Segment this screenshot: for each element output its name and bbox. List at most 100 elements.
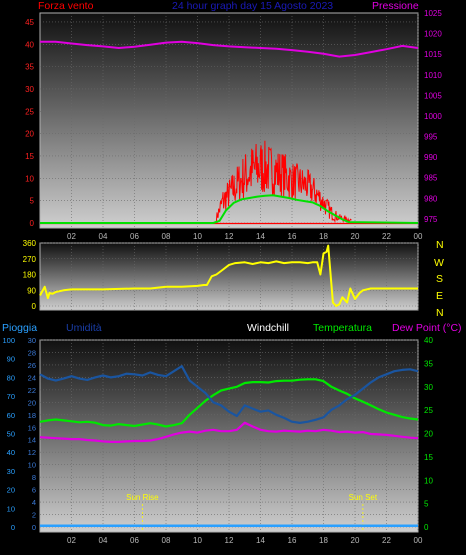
humidity-tick-label: 30 (28, 336, 36, 345)
rain-axis-label: Pioggia (2, 322, 37, 334)
pressure-line (40, 40, 419, 58)
wind-average-line (40, 194, 419, 224)
temperature-tick-label: 15 (424, 453, 433, 462)
x-tick-label: 18 (319, 232, 328, 241)
pressure-tick-label: 975 (424, 215, 438, 224)
humidity-axis-label: Umidità (66, 322, 102, 334)
rain-tick-label: 10 (7, 504, 15, 513)
windchill-label: Windchill (247, 322, 289, 334)
rain-tick-label: 80 (7, 373, 15, 382)
humidity-tick-label: 18 (28, 411, 36, 420)
wind-speed-tick-label: 30 (25, 85, 34, 94)
x-tick-label: 14 (256, 232, 265, 241)
wind-speed-tick-label: 10 (25, 174, 34, 183)
temperature-tick-label: 0 (424, 523, 429, 532)
wind-speed-axis-label: Forza vento (38, 0, 94, 12)
x-tick-label: 12 (225, 232, 234, 241)
pressure-tick-label: 1010 (424, 71, 442, 80)
x-tick-label: 14 (256, 536, 265, 545)
temperature-tick-label: 35 (424, 359, 433, 368)
rain-tick-label: 90 (7, 355, 15, 364)
pressure-tick-label: 990 (424, 153, 438, 162)
pressure-tick-label: 1000 (424, 112, 442, 121)
x-tick-label: 02 (67, 536, 76, 545)
x-tick-label: 08 (162, 232, 171, 241)
pressure-tick-label: 1005 (424, 91, 442, 100)
rain-tick-label: 0 (11, 523, 15, 532)
pressure-tick-label: 1025 (424, 9, 442, 18)
x-tick-label: 20 (351, 232, 360, 241)
humidity-tick-label: 6 (32, 486, 36, 495)
x-tick-label: 22 (382, 536, 391, 545)
rain-tick-label: 40 (7, 448, 15, 457)
temperature-label: Temperatura (313, 322, 372, 334)
x-tick-label: 16 (288, 232, 297, 241)
humidity-tick-label: 20 (28, 398, 36, 407)
dew-point-line (39, 421, 419, 443)
temperature-tick-label: 25 (424, 406, 433, 415)
humidity-tick-label: 26 (28, 361, 36, 370)
wind-speed-tick-label: 20 (25, 130, 34, 139)
direction-tick-label: 180 (23, 271, 37, 280)
compass-s: S (436, 273, 443, 285)
wind-speed-tick-label: 5 (30, 197, 35, 206)
rain-tick-label: 60 (7, 411, 15, 420)
direction-tick-label: 0 (32, 302, 37, 311)
compass-labels: N W S E N (434, 239, 444, 319)
humidity-tick-label: 0 (32, 523, 36, 532)
wind-speed-tick-label: 0 (30, 219, 35, 228)
x-tick-label: 00 (414, 536, 423, 545)
temperature-tick-label: 20 (424, 430, 433, 439)
compass-e: E (436, 290, 443, 302)
humidity-tick-label: 12 (28, 448, 36, 457)
temperature-tick-label: 30 (424, 383, 433, 392)
wind-speed-tick-label: 45 (25, 18, 34, 27)
x-tick-label: 12 (225, 536, 234, 545)
compass-n-bottom: N (436, 307, 444, 319)
pressure-tick-label: 1020 (424, 30, 442, 39)
humidity-tick-label: 16 (28, 423, 36, 432)
direction-tick-label: 360 (23, 239, 37, 248)
x-tick-label: 22 (382, 232, 391, 241)
humidity-tick-label: 8 (32, 473, 36, 482)
direction-tick-label: 90 (27, 286, 36, 295)
x-tick-label: 18 (319, 536, 328, 545)
wind-speed-tick-label: 40 (25, 40, 34, 49)
dewpoint-label: Dew Point (°C) (392, 322, 462, 334)
chart-title: 24 hour graph day 15 Agosto 2023 (172, 0, 333, 12)
wind-speed-tick-label: 35 (25, 63, 34, 72)
compass-w: W (434, 257, 444, 269)
compass-n-top: N (436, 239, 444, 251)
humidity-tick-label: 28 (28, 348, 36, 357)
pressure-axis-label: Pressione (372, 0, 419, 12)
humidity-tick-label: 2 (32, 511, 36, 520)
x-tick-label: 06 (130, 536, 139, 545)
x-tick-label: 02 (67, 232, 76, 241)
wind-gust-line (215, 140, 352, 224)
humidity-tick-label: 14 (28, 436, 36, 445)
rain-tick-label: 70 (7, 392, 15, 401)
humidity-tick-label: 10 (28, 461, 36, 470)
humidity-tick-label: 22 (28, 386, 36, 395)
temperature-tick-label: 5 (424, 500, 429, 509)
rain-tick-label: 100 (2, 336, 15, 345)
humidity-line (39, 365, 419, 424)
sun-event-label: Sun Rise (126, 493, 159, 502)
humidity-tick-label: 4 (32, 498, 36, 507)
direction-tick-label: 270 (23, 255, 37, 264)
x-tick-label: 16 (288, 536, 297, 545)
rain-tick-label: 20 (7, 486, 15, 495)
pressure-tick-label: 995 (424, 133, 438, 142)
sun-event-label: Sun Set (349, 493, 378, 502)
x-tick-label: 10 (193, 536, 202, 545)
wind-speed-tick-label: 25 (25, 107, 34, 116)
temperature-line (39, 378, 419, 428)
pressure-tick-label: 980 (424, 194, 438, 203)
rain-tick-label: 30 (7, 467, 15, 476)
x-tick-label: 04 (99, 232, 108, 241)
temperature-tick-label: 10 (424, 476, 433, 485)
temperature-tick-label: 40 (424, 336, 433, 345)
x-tick-label: 06 (130, 232, 139, 241)
x-tick-label: 20 (351, 536, 360, 545)
